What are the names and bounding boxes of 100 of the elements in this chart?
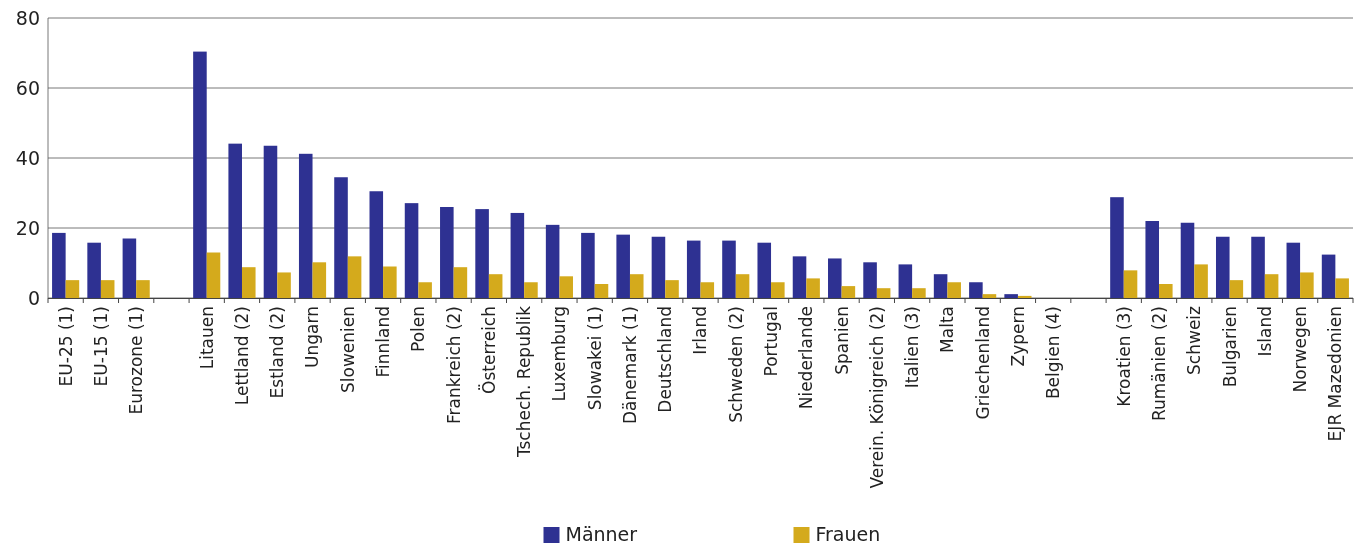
x-tick-label: Norwegen — [1290, 306, 1311, 393]
bar — [87, 242, 101, 298]
bar — [277, 272, 291, 298]
x-tick-label: Estland (2) — [267, 306, 288, 399]
bar — [510, 212, 525, 298]
x-tick-label: EU-15 (1) — [90, 306, 111, 387]
bar — [581, 232, 595, 298]
bar — [347, 256, 362, 298]
bar — [100, 280, 115, 298]
x-tick-label: Belgien (4) — [1043, 306, 1064, 400]
x-tick-label: Niederlande — [796, 306, 817, 410]
bar — [298, 153, 313, 298]
bar — [828, 258, 842, 298]
x-tick-label: Griechenland — [972, 306, 993, 420]
bar — [122, 238, 137, 298]
bar — [686, 240, 701, 298]
bar — [757, 242, 772, 298]
bar — [969, 282, 983, 298]
bar — [440, 207, 454, 298]
x-tick-label: Finnland — [373, 306, 394, 378]
bar — [1110, 197, 1124, 298]
x-tick-label: Tschech. Republik — [514, 305, 535, 459]
x-tick-label: EJR Mazedonien — [1325, 306, 1346, 442]
bar — [1004, 294, 1018, 298]
bar — [898, 264, 913, 298]
y-tick-label: 20 — [15, 216, 40, 239]
x-tick-label: Ungarn — [302, 306, 323, 368]
bar — [334, 177, 348, 298]
bar — [1215, 236, 1230, 298]
bar — [1286, 242, 1301, 298]
bar — [1017, 295, 1032, 298]
bar — [65, 280, 80, 298]
bar — [722, 240, 736, 298]
bar — [1159, 284, 1173, 298]
x-tick-label: Polen — [408, 306, 429, 353]
x-tick-label: Lettland (2) — [231, 306, 252, 406]
bar — [594, 284, 609, 298]
x-tick-label: Rumänien (2) — [1148, 306, 1169, 422]
bar — [947, 282, 961, 298]
x-tick-label: Dänemark (1) — [619, 306, 640, 425]
y-tick-label: 60 — [15, 76, 40, 99]
x-tick-label: Portugal — [760, 306, 781, 377]
legend-label: Frauen — [815, 523, 881, 545]
x-tick-label: Eurozone (1) — [126, 306, 147, 415]
bar — [136, 280, 150, 298]
bar — [263, 145, 278, 298]
bar — [206, 252, 221, 298]
bar — [1123, 270, 1138, 298]
bar — [545, 224, 560, 298]
bar — [1194, 264, 1208, 298]
bar — [475, 209, 489, 298]
x-tick-label: Zypern — [1007, 306, 1028, 367]
bar — [488, 274, 503, 298]
x-tick-label: Island — [1254, 306, 1275, 357]
bar — [651, 236, 666, 298]
bar — [418, 282, 432, 298]
bar — [559, 276, 573, 298]
x-tick-label: Slowenien — [337, 306, 358, 394]
bar — [629, 274, 644, 298]
bar — [1321, 254, 1336, 298]
bar — [52, 232, 66, 298]
x-tick-label: EU-25 (1) — [55, 306, 76, 387]
x-tick-label: Schweden (2) — [725, 306, 746, 423]
x-tick-label: Italien (3) — [902, 306, 923, 389]
bar — [771, 282, 785, 298]
bar — [735, 274, 750, 298]
bar — [383, 266, 397, 298]
bar — [1264, 274, 1279, 298]
x-tick-label: Verein. Königreich (2) — [866, 306, 887, 489]
x-tick-label: Spanien — [831, 306, 852, 375]
bar — [453, 267, 468, 298]
bar — [193, 51, 207, 298]
bar — [806, 278, 820, 298]
x-tick-label: Frankreich (2) — [443, 306, 464, 424]
bar — [876, 288, 891, 298]
bar — [863, 262, 877, 298]
bar — [524, 282, 538, 298]
bar — [933, 274, 948, 298]
x-tick-label: Litauen — [196, 306, 217, 370]
legend-label: Männer — [565, 523, 638, 545]
bar — [700, 282, 715, 298]
bar — [982, 294, 997, 298]
x-tick-label: Bulgarien — [1219, 306, 1240, 388]
bar — [312, 262, 327, 298]
bar — [1300, 272, 1314, 298]
bar — [1251, 236, 1265, 298]
x-tick-label: Kroatien (3) — [1113, 306, 1134, 407]
bar — [369, 191, 384, 298]
bar — [1145, 221, 1160, 298]
bar — [665, 280, 679, 298]
y-tick-label: 40 — [15, 146, 40, 169]
bar — [912, 288, 926, 298]
bar — [792, 256, 807, 298]
bar — [228, 143, 242, 298]
bar — [1180, 222, 1195, 298]
y-tick-label: 0 — [27, 286, 40, 309]
x-tick-label: Deutschland — [655, 306, 676, 413]
x-tick-label: Schweiz — [1184, 305, 1205, 375]
bar — [1229, 280, 1244, 298]
x-tick-label: Österreich — [477, 306, 499, 394]
